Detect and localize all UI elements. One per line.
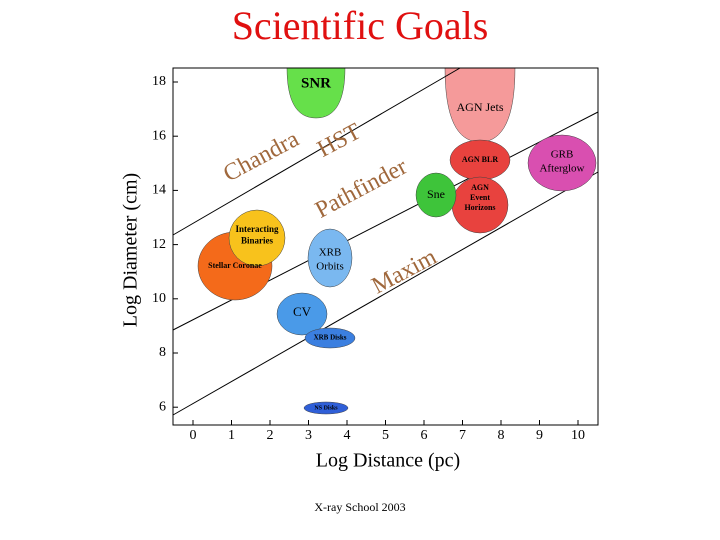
region-label: Afterglow	[539, 162, 584, 174]
x-tick-label: 1	[228, 428, 235, 443]
region-label: GRB	[551, 149, 574, 161]
region-shape	[527, 134, 597, 192]
region-label: Event	[470, 193, 490, 202]
footer: X-ray School 2003	[314, 500, 405, 514]
limit-line	[172, 67, 461, 236]
x-tick-label: 8	[498, 428, 505, 443]
x-tick-label: 3	[305, 428, 312, 443]
x-tick-label: 10	[571, 428, 585, 443]
y-axis-title: Log Diameter (cm)	[120, 173, 142, 327]
region-label: Stellar Coronae	[208, 261, 262, 270]
y-tick-label: 14	[152, 183, 166, 198]
plot: Chandra HST Pathfinder Maxim	[172, 67, 599, 426]
x-tick-label: 4	[344, 428, 351, 443]
y-tick-label: 6	[159, 399, 166, 414]
x-tick-label: 0	[190, 428, 197, 443]
region-shape	[415, 172, 457, 218]
region-label: NS Disks	[314, 405, 338, 411]
region-label: Interacting	[236, 224, 279, 234]
x-tick-label: 5	[382, 428, 389, 443]
region-shape	[286, 67, 346, 119]
y-tick-label: 8	[159, 345, 166, 360]
region-label: SNR	[301, 75, 331, 91]
region-label: Horizons	[464, 203, 495, 212]
region-label: AGN	[471, 183, 489, 192]
region-label: AGN Jets	[457, 100, 504, 114]
x-tick-label: 2	[267, 428, 274, 443]
region-label: XRB	[319, 247, 342, 259]
region-shape	[303, 401, 349, 415]
region-label: Binaries	[241, 235, 273, 245]
region-label: Orbits	[316, 260, 344, 272]
instrument-label: Chandra	[219, 126, 303, 187]
y-tick-label: 12	[152, 237, 166, 252]
region-shape	[228, 209, 286, 267]
region-label: AGN BLR	[462, 155, 498, 164]
x-tick-label: 9	[536, 428, 543, 443]
region-label: Sne	[427, 187, 445, 201]
y-tick-label: 18	[152, 74, 166, 89]
x-tick-label: 6	[421, 428, 428, 443]
region-label: CV	[293, 304, 312, 319]
y-tick-label: 10	[152, 291, 166, 306]
region-label: XRB Disks	[314, 334, 347, 342]
x-tick-label: 7	[459, 428, 466, 443]
limit-line	[172, 171, 599, 416]
instrument-label: HST	[313, 118, 366, 162]
region-shape	[304, 327, 356, 349]
x-axis-title: Log Distance (pc)	[316, 450, 460, 472]
y-tick-label: 16	[152, 128, 166, 143]
instrument-label: Maxim	[368, 244, 442, 300]
instrument-label: Pathfinder	[311, 154, 411, 224]
region-shape	[276, 292, 328, 336]
slide-title: Scientific Goals	[232, 3, 489, 48]
region-shape	[307, 228, 353, 288]
